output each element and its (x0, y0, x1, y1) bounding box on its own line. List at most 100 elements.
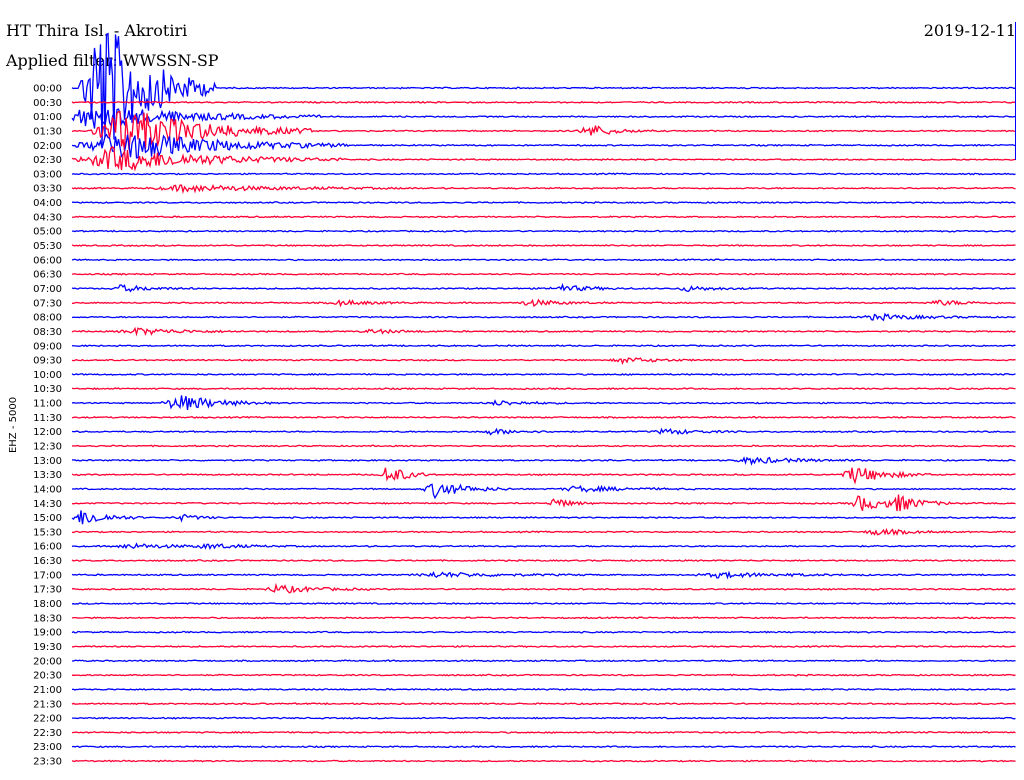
trace-row-0630 (71, 272, 1016, 276)
time-tick-label: 11:00 (33, 399, 62, 410)
trace-row-1700 (71, 570, 1016, 580)
trace-row-2300 (71, 745, 1016, 749)
time-tick-label: 16:30 (33, 556, 62, 567)
trace-row-0130 (71, 111, 1016, 151)
trace-row-0830 (71, 326, 1016, 337)
time-tick-label: 05:00 (33, 227, 62, 238)
time-tick-label: 04:00 (33, 198, 62, 209)
trace-row-0800 (71, 312, 1016, 322)
time-tick-label: 22:30 (33, 728, 62, 739)
trace-row-1730 (71, 582, 1016, 594)
trace-row-1430 (71, 494, 1016, 512)
trace-row-1300 (71, 456, 1016, 466)
time-tick-label: 18:00 (33, 599, 62, 610)
time-tick-label: 12:30 (33, 442, 62, 453)
trace-row-1800 (71, 601, 1016, 605)
trace-row-0030 (71, 100, 1016, 104)
trace-row-1000 (71, 372, 1016, 376)
trace-row-0300 (71, 172, 1016, 176)
time-tick-label: 16:00 (33, 542, 62, 553)
time-tick-label: 10:30 (33, 384, 62, 395)
trace-row-2330 (71, 759, 1016, 763)
trace-row-1500 (71, 510, 1016, 525)
time-tick-label: 11:30 (33, 413, 62, 424)
trace-row-1030 (71, 387, 1016, 391)
trace-row-2130 (71, 702, 1016, 706)
time-tick-label: 23:30 (33, 757, 62, 768)
trace-row-1400 (71, 483, 1016, 500)
trace-row-0400 (71, 200, 1016, 205)
trace-row-1330 (71, 467, 1016, 485)
time-tick-label: 19:30 (33, 642, 62, 653)
time-tick-label: 01:30 (33, 126, 62, 137)
trace-lines (71, 32, 1016, 763)
trace-row-2000 (72, 659, 1016, 663)
trace-row-1630 (71, 558, 1016, 563)
trace-row-0500 (72, 229, 1016, 233)
trace-row-0000 (71, 32, 1016, 146)
trace-row-2030 (71, 673, 1016, 677)
trace-row-2200 (72, 716, 1016, 720)
time-tick-label: 06:30 (33, 270, 62, 281)
trace-row-0430 (71, 215, 1016, 219)
time-tick-label: 08:00 (33, 313, 62, 324)
time-tick-label: 12:00 (33, 427, 62, 438)
time-tick-label: 05:30 (33, 241, 62, 252)
trace-row-0230 (71, 146, 1016, 172)
time-tick-label: 00:00 (33, 84, 62, 95)
time-tick-label: 08:30 (33, 327, 62, 338)
time-tick-label: 10:00 (33, 370, 62, 381)
time-tick-label: 20:00 (33, 656, 62, 667)
time-tick-label: 04:30 (33, 212, 62, 223)
time-tick-label: 22:00 (33, 714, 62, 725)
time-tick-label: 17:30 (33, 585, 62, 596)
trace-row-2100 (71, 687, 1016, 691)
time-tick-label: 21:00 (33, 685, 62, 696)
record-date: 2019-12-11 (924, 21, 1016, 40)
trace-row-1600 (71, 542, 1016, 551)
time-tick-label: 19:00 (33, 628, 62, 639)
time-tick-label: 03:30 (33, 184, 62, 195)
trace-row-1230 (71, 444, 1016, 448)
time-tick-label: 17:00 (33, 570, 62, 581)
time-tick-label: 14:30 (33, 499, 62, 510)
time-tick-label: 02:00 (33, 141, 62, 152)
channel-label: EHZ - 5000 (8, 397, 19, 453)
trace-row-1830 (71, 616, 1016, 620)
time-tick-label: 07:00 (33, 284, 62, 295)
time-tick-label: 23:00 (33, 742, 62, 753)
time-tick-label: 09:30 (33, 356, 62, 367)
time-tick-label: 13:00 (33, 456, 62, 467)
trace-row-0930 (71, 357, 1016, 366)
time-tick-label: 06:00 (33, 255, 62, 266)
time-tick-label: 02:30 (33, 155, 62, 166)
trace-row-0530 (71, 243, 1016, 247)
time-tick-label: 14:00 (33, 484, 62, 495)
trace-row-0730 (72, 298, 1016, 308)
time-tick-label: 20:30 (33, 671, 62, 682)
trace-row-1100 (71, 395, 1016, 410)
time-tick-label: 13:30 (33, 470, 62, 481)
trace-row-1930 (71, 644, 1016, 648)
trace-row-1530 (71, 527, 1016, 536)
trace-row-0330 (71, 183, 1016, 195)
time-tick-label: 01:00 (33, 112, 62, 123)
time-tick-label: 07:30 (33, 298, 62, 309)
time-tick-label: 21:30 (33, 699, 62, 710)
trace-row-2230 (71, 730, 1016, 734)
trace-row-1130 (71, 415, 1016, 419)
time-tick-label: 03:00 (33, 169, 62, 180)
trace-row-1200 (71, 427, 1016, 436)
time-tick-label: 15:00 (33, 513, 62, 524)
trace-row-1900 (71, 630, 1016, 634)
trace-row-0200 (71, 133, 1016, 159)
trace-row-0100 (71, 106, 1016, 129)
time-tick-label: 00:30 (33, 98, 62, 109)
trace-row-0600 (71, 258, 1016, 262)
trace-row-0900 (71, 344, 1016, 348)
time-tick-label: 15:30 (33, 527, 62, 538)
time-tick-label: 09:00 (33, 341, 62, 352)
time-tick-labels: 00:00 00:30 01:00 01:30 02:00 02:30 03:00 03:30… (33, 84, 62, 768)
station-title: HT Thira Isl. - Akrotiri (6, 21, 187, 40)
